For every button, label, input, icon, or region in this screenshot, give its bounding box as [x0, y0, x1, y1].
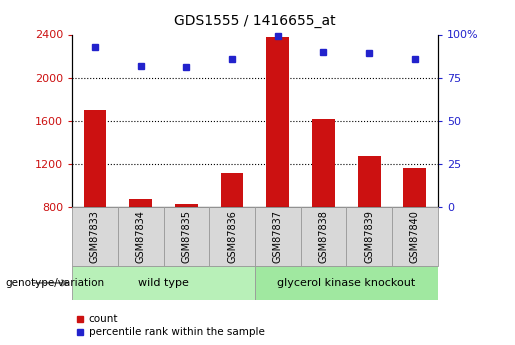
Text: GSM87838: GSM87838: [318, 210, 329, 263]
Text: GSM87839: GSM87839: [364, 210, 374, 263]
Text: GSM87833: GSM87833: [90, 210, 100, 263]
Bar: [72, 207, 118, 266]
Bar: [403, 168, 426, 207]
Bar: [83, 110, 107, 207]
Text: GSM87840: GSM87840: [410, 210, 420, 263]
Bar: [255, 207, 301, 266]
Text: genotype/variation: genotype/variation: [5, 278, 104, 288]
Bar: [301, 207, 346, 266]
Text: GDS1555 / 1416655_at: GDS1555 / 1416655_at: [174, 14, 336, 28]
Text: GSM87837: GSM87837: [273, 210, 283, 263]
Text: GSM87835: GSM87835: [181, 210, 192, 263]
Legend: count, percentile rank within the sample: count, percentile rank within the sample: [72, 310, 269, 342]
Text: glycerol kinase knockout: glycerol kinase knockout: [277, 278, 416, 288]
Bar: [392, 207, 438, 266]
Text: GSM87836: GSM87836: [227, 210, 237, 263]
Bar: [163, 207, 209, 266]
Bar: [129, 199, 152, 207]
Text: wild type: wild type: [138, 278, 189, 288]
Bar: [266, 37, 289, 207]
Bar: [72, 266, 255, 300]
Bar: [358, 156, 381, 207]
Bar: [255, 266, 438, 300]
Bar: [118, 207, 163, 266]
Bar: [312, 119, 335, 207]
Text: GSM87834: GSM87834: [135, 210, 146, 263]
Bar: [220, 172, 244, 207]
Bar: [175, 204, 198, 207]
Bar: [346, 207, 392, 266]
Bar: [209, 207, 255, 266]
